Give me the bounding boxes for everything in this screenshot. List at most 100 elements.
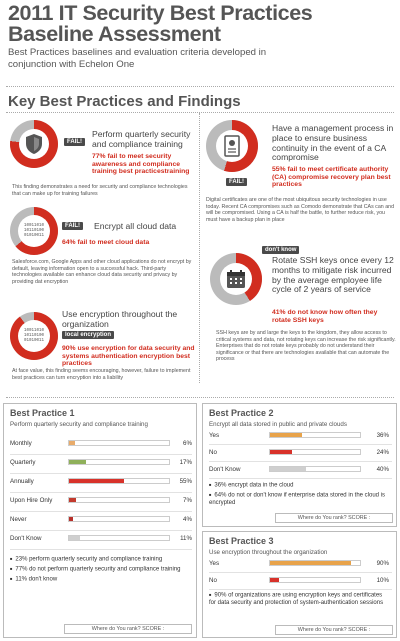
bullet-list: 23% perform quarterly security and compl… — [10, 555, 188, 585]
fail-tag: FAIL! — [226, 178, 247, 186]
bar-track — [269, 560, 361, 566]
bar-fill — [69, 536, 80, 540]
row-separator — [10, 549, 192, 550]
percent-ring: 10011010 10110100 01010011 — [10, 207, 58, 255]
title-line-1: 2011 IT Security Best Practices — [8, 1, 313, 25]
bar-fill — [69, 460, 86, 464]
row-separator — [209, 444, 392, 445]
bar-track — [68, 516, 170, 522]
bar-track — [269, 466, 361, 472]
rank-score-field[interactable]: Where do You rank? SCORE : — [275, 513, 393, 523]
bullet-list: 90% of organizations are using encryptio… — [209, 591, 389, 609]
divider — [6, 112, 394, 113]
fail-tag: FAIL! — [62, 222, 83, 230]
bullet-item: 36% encrypt data in the cloud — [209, 481, 389, 490]
bar-percent: 11% — [180, 535, 192, 542]
row-separator — [10, 454, 192, 455]
bar-percent: 40% — [376, 466, 389, 473]
bar-label: No — [209, 577, 217, 584]
binary-icon: 10011010 10110100 01010011 — [18, 215, 50, 247]
bar-fill — [270, 467, 306, 471]
bar-fill — [270, 433, 303, 437]
finding-body: Salesforce.com, Google Apps and other cl… — [12, 259, 192, 285]
bullet-list: 36% encrypt data in the cloud64% do not … — [209, 481, 389, 509]
bar-label: Don't Know — [10, 535, 42, 542]
finding-title: Encrypt all cloud data — [94, 221, 177, 231]
column-divider — [199, 113, 200, 383]
bar-percent: 90% — [376, 560, 389, 567]
bar-percent: 36% — [376, 432, 389, 439]
bullet-item: 23% perform quarterly security and compl… — [10, 555, 188, 564]
finding-stat: 77% fail to meet security awareness and … — [92, 153, 190, 176]
bar-fill — [69, 479, 124, 483]
finding-stat: 55% fail to meet certificate authority (… — [272, 166, 391, 189]
panel-subtitle: Use encryption throughout the organizati… — [209, 549, 328, 556]
shield-icon — [26, 134, 42, 154]
bar-label: Quarterly — [10, 459, 36, 466]
finding-title: Use encryption throughout the organizati… — [62, 309, 178, 329]
bullet-item: 90% of organizations are using encryptio… — [209, 591, 389, 608]
bar-track — [68, 535, 170, 541]
finding-body: This finding demonstrates a need for sec… — [12, 184, 188, 197]
rank-score-field[interactable]: Where do You rank? SCORE : — [275, 625, 393, 635]
finding-title: Rotate SSH keys once every 12 months to … — [272, 255, 394, 295]
divider — [6, 86, 394, 87]
row-separator — [209, 572, 392, 573]
bar-fill — [69, 441, 75, 445]
row-separator — [209, 461, 392, 462]
bar-label: No — [209, 449, 217, 456]
bar-percent: 4% — [183, 516, 192, 523]
percent-ring: 10011010 10110100 01010011 — [10, 312, 58, 360]
finding-title: Have a management process in place to en… — [272, 123, 394, 163]
panel-subtitle: Perform quarterly security and complianc… — [10, 421, 148, 428]
percent-ring — [210, 253, 262, 305]
bar-percent: 24% — [376, 449, 389, 456]
calendar-icon — [227, 270, 245, 288]
bar-label: Upon Hire Only — [10, 497, 53, 504]
page-title: 2011 IT Security Best Practices Baseline… — [8, 1, 398, 46]
row-separator — [209, 589, 392, 590]
rank-score-field[interactable]: Where do You rank? SCORE : — [64, 624, 192, 634]
percent-ring — [10, 120, 58, 168]
bullet-item: 77% do not perform quarterly security an… — [10, 565, 188, 574]
title-line-2: Baseline Assessment — [8, 22, 221, 46]
bar-fill — [69, 498, 76, 502]
bar-percent: 6% — [183, 440, 192, 447]
best-practice-3-panel: Best Practice 3 Use encryption throughou… — [202, 531, 397, 638]
bar-track — [269, 577, 361, 583]
bar-track — [269, 432, 361, 438]
panel-title: Best Practice 1 — [10, 408, 75, 418]
panel-title: Best Practice 2 — [209, 408, 274, 418]
row-separator — [10, 492, 192, 493]
bar-percent: 7% — [183, 497, 192, 504]
bar-fill — [270, 450, 292, 454]
panel-title: Best Practice 3 — [209, 536, 274, 546]
fail-tag: FAIL! — [64, 138, 85, 146]
bar-track — [68, 478, 170, 484]
finding-stat: 41% do not know how often they rotate SS… — [272, 309, 378, 324]
finding-body: At face value, this finding seems encour… — [12, 368, 191, 381]
best-practice-2-panel: Best Practice 2 Encrypt all data stored … — [202, 403, 397, 527]
bar-label: Yes — [209, 432, 220, 439]
bar-percent: 55% — [179, 478, 192, 485]
bar-fill — [69, 517, 73, 521]
finding-stat: 64% fail to meet cloud data — [62, 239, 150, 246]
bullet-item: 11% don't know — [10, 575, 188, 584]
row-separator — [209, 478, 392, 479]
bar-label: Don't Know — [209, 466, 241, 473]
divider — [6, 397, 394, 398]
bar-label: Never — [10, 516, 27, 523]
bar-fill — [270, 578, 279, 582]
bar-track — [68, 497, 170, 503]
bullet-item: 64% do not or don't know if enterprise d… — [209, 491, 389, 508]
finding-body: Digital certificates are one of the most… — [206, 197, 395, 223]
finding-body: SSH keys are by and large the keys to th… — [216, 330, 396, 362]
page-subtitle: Best Practices baselines and evaluation … — [8, 47, 267, 70]
status-tag: don't know — [262, 246, 300, 254]
bar-label: Annually — [10, 478, 34, 485]
bar-track — [269, 449, 361, 455]
certificate-icon — [224, 135, 240, 157]
row-separator — [10, 473, 192, 474]
bar-label: Monthly — [10, 440, 32, 447]
